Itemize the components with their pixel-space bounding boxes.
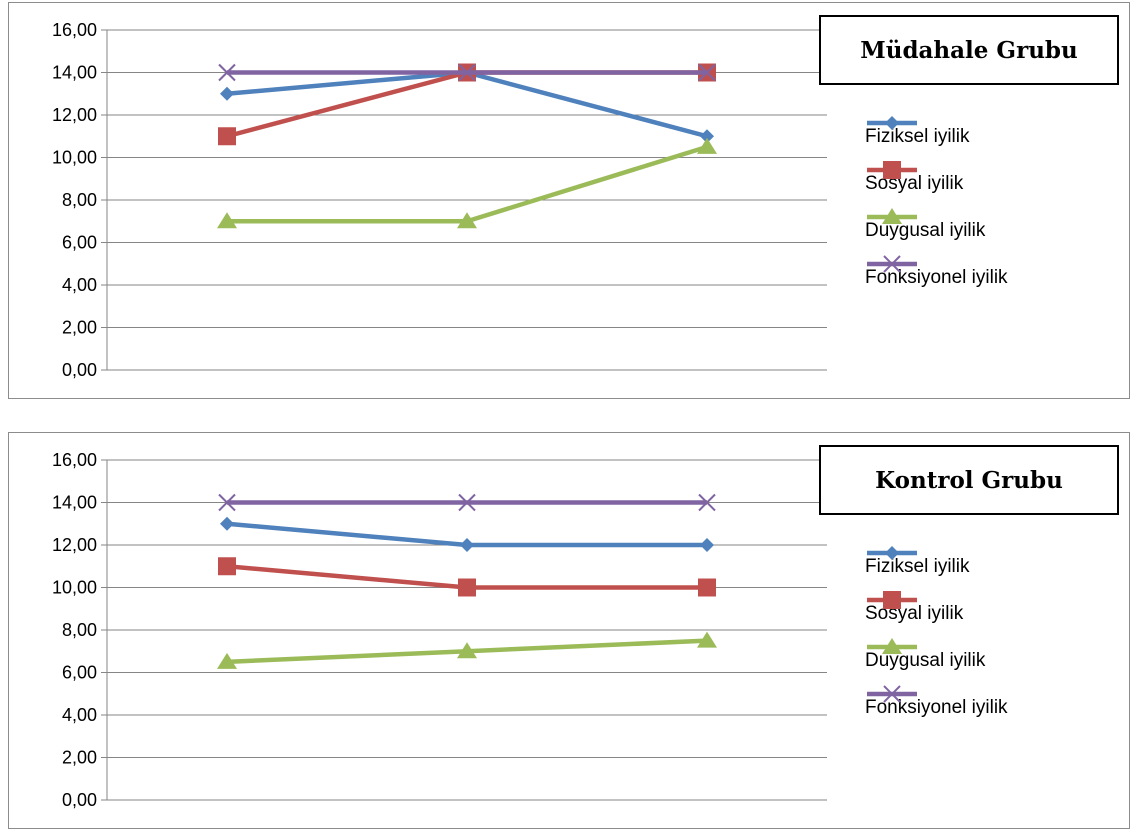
y-tick-label: 2,00 bbox=[62, 318, 97, 338]
y-tick-label: 0,00 bbox=[62, 360, 97, 380]
y-tick-label: 8,00 bbox=[62, 190, 97, 210]
data-point bbox=[458, 493, 476, 512]
data-point bbox=[458, 578, 476, 597]
series-fonksiyonel-iyilik bbox=[218, 493, 716, 512]
legend-item: Fonksiyonel iyilik bbox=[865, 684, 1125, 731]
legend-label: Fiziksel iyilik bbox=[865, 125, 970, 147]
legend-item: Duygusal iyilik bbox=[865, 637, 1125, 684]
data-point bbox=[218, 63, 236, 82]
chart-plot-area: 0,00 2,00 4,00 6,00 8,00 10,00 12,00 14,00 16,00 bbox=[52, 450, 827, 810]
data-point bbox=[217, 652, 237, 669]
data-point bbox=[697, 137, 717, 154]
y-tick-label: 14,00 bbox=[52, 493, 97, 513]
data-point bbox=[700, 538, 714, 552]
legend-swatch bbox=[867, 116, 917, 130]
data-point bbox=[220, 86, 234, 101]
series-sosyal-iyilik bbox=[218, 63, 716, 146]
legend-item: Fonksiyonel iyilik bbox=[865, 254, 1125, 301]
legend-marker bbox=[885, 546, 899, 560]
legend-marker bbox=[885, 116, 899, 130]
series-fiziksel-iyilik bbox=[220, 516, 714, 552]
chart-title: Kontrol Grubu bbox=[819, 445, 1119, 515]
data-point bbox=[698, 493, 716, 512]
data-point bbox=[220, 516, 234, 531]
data-point bbox=[457, 642, 477, 659]
data-point bbox=[698, 578, 716, 597]
data-point bbox=[698, 63, 716, 82]
chart-legend: Fiziksel iyilik Sosyal iyilik Duygusal iyi… bbox=[865, 113, 1125, 301]
legend-marker bbox=[883, 685, 901, 703]
legend-item: Fiziksel iyilik bbox=[865, 113, 1125, 160]
legend-marker bbox=[883, 161, 901, 179]
legend-marker bbox=[882, 638, 902, 654]
data-point bbox=[218, 127, 236, 146]
series-sosyal-iyilik bbox=[218, 557, 716, 597]
data-point bbox=[460, 538, 474, 552]
legend-label: Fonksiyonel iyilik bbox=[865, 266, 1008, 288]
series-line bbox=[226, 70, 708, 139]
y-tick-label: 12,00 bbox=[52, 535, 97, 555]
legend-swatch bbox=[867, 546, 917, 560]
y-tick-label: 8,00 bbox=[62, 620, 97, 640]
data-point bbox=[458, 63, 476, 82]
legend-marker bbox=[883, 591, 901, 609]
series-fonksiyonel-iyilik bbox=[218, 63, 716, 82]
chart-kontrol-grubu: 0,00 2,00 4,00 6,00 8,00 10,00 12,00 14,00 16,00… bbox=[8, 432, 1130, 829]
chart-mudahale-grubu: 0,00 2,00 4,00 6,00 8,00 10,00 12,00 14,00 16,00… bbox=[8, 2, 1130, 399]
chart-legend: Fiziksel iyilik Sosyal iyilik Duygusal iyi… bbox=[865, 543, 1125, 731]
data-point bbox=[700, 129, 714, 144]
data-point bbox=[217, 212, 237, 229]
y-tick-label: 16,00 bbox=[52, 450, 97, 470]
legend-swatch bbox=[867, 685, 917, 703]
data-point bbox=[457, 212, 477, 229]
data-point bbox=[218, 557, 236, 576]
y-tick-label: 10,00 bbox=[52, 148, 97, 168]
legend-swatch bbox=[867, 638, 917, 654]
y-tick-label: 4,00 bbox=[62, 705, 97, 725]
y-tick-label: 6,00 bbox=[62, 233, 97, 253]
y-tick-label: 0,00 bbox=[62, 790, 97, 810]
series-line bbox=[226, 70, 707, 139]
legend-label: Fiziksel iyilik bbox=[865, 555, 970, 577]
legend-label: Fonksiyonel iyilik bbox=[865, 696, 1008, 718]
legend-item: Sosyal iyilik bbox=[865, 160, 1125, 207]
y-tick-label: 4,00 bbox=[62, 275, 97, 295]
y-tick-label: 10,00 bbox=[52, 578, 97, 598]
y-tick-label: 2,00 bbox=[62, 748, 97, 768]
y-tick-label: 6,00 bbox=[62, 663, 97, 683]
legend-item: Fiziksel iyilik bbox=[865, 543, 1125, 590]
legend-swatch bbox=[867, 161, 917, 179]
series-duygusal-iyilik bbox=[217, 631, 717, 669]
y-tick-label: 16,00 bbox=[52, 20, 97, 40]
legend-item: Duygusal iyilik bbox=[865, 207, 1125, 254]
legend-swatch bbox=[867, 255, 917, 273]
legend-marker bbox=[883, 255, 901, 273]
chart-plot-area: 0,00 2,00 4,00 6,00 8,00 10,00 12,00 14,00 16,00 bbox=[52, 20, 827, 380]
y-tick-label: 14,00 bbox=[52, 63, 97, 83]
data-point bbox=[697, 631, 717, 648]
series-line bbox=[227, 144, 708, 224]
chart-title: Müdahale Grubu bbox=[819, 15, 1119, 85]
legend-swatch bbox=[867, 208, 917, 224]
legend-label: Duygusal iyilik bbox=[865, 219, 986, 241]
legend-label: Duygusal iyilik bbox=[865, 649, 986, 671]
data-point bbox=[218, 493, 236, 512]
legend-item: Sosyal iyilik bbox=[865, 590, 1125, 637]
legend-swatch bbox=[867, 591, 917, 609]
y-tick-label: 12,00 bbox=[52, 105, 97, 125]
series-duygusal-iyilik bbox=[217, 137, 717, 229]
legend-marker bbox=[882, 208, 902, 224]
